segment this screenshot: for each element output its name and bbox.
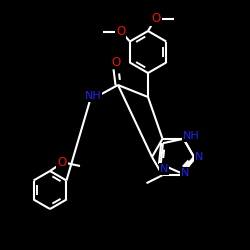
Text: N: N [181, 168, 189, 177]
Text: NH: NH [183, 131, 200, 141]
Text: N: N [160, 164, 168, 174]
Text: N: N [195, 152, 203, 162]
Text: O: O [152, 12, 160, 26]
Text: O: O [58, 156, 66, 170]
Text: NH: NH [84, 91, 102, 101]
Text: O: O [116, 25, 126, 38]
Text: O: O [112, 56, 120, 68]
